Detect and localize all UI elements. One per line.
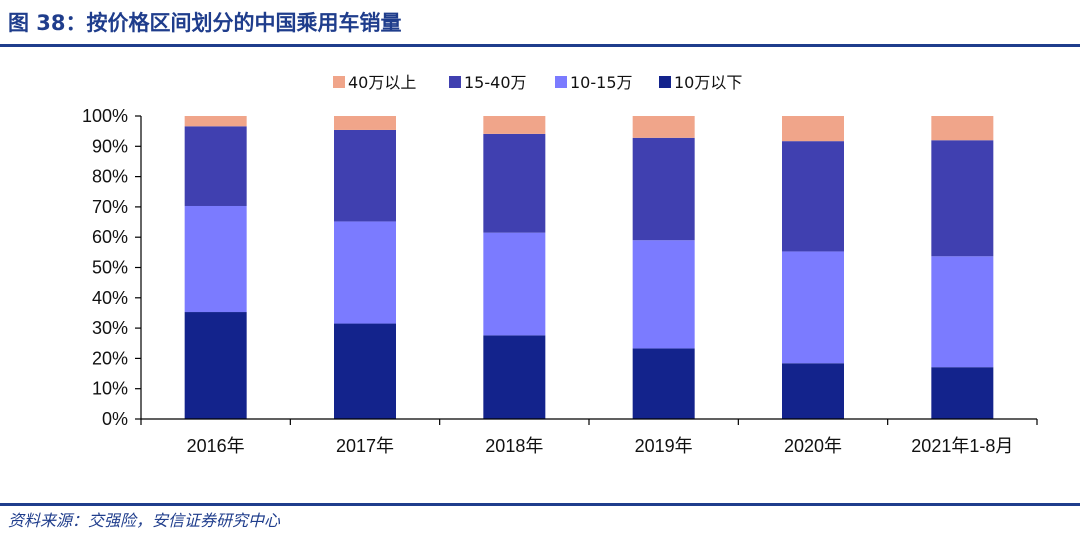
y-tick-label: 10% <box>92 379 128 399</box>
source-note: 资料来源：交强险，安信证券研究中心 <box>8 511 281 530</box>
bar-2-series-4 <box>334 116 396 130</box>
bar-5-series-4 <box>782 116 844 142</box>
title-rule <box>0 44 1080 47</box>
legend-label: 10万以下 <box>674 73 742 92</box>
y-tick-label: 100% <box>82 106 128 126</box>
bar-4-series-2 <box>632 240 695 349</box>
bar-6-series-2 <box>931 256 994 368</box>
y-tick-label: 90% <box>92 136 128 156</box>
bar-6-series-4 <box>931 116 994 141</box>
bar-3-series-2 <box>483 232 546 336</box>
x-tick-label: 2021年1-8月 <box>911 436 1013 456</box>
bar-3-series-1 <box>483 335 546 419</box>
legend-swatch <box>449 76 461 88</box>
bar-6-series-3 <box>931 140 994 257</box>
legend-label: 10-15万 <box>570 73 633 92</box>
bar-2-series-1 <box>334 323 396 419</box>
bar-5-series-2 <box>782 251 844 364</box>
bar-4-series-1 <box>632 348 695 419</box>
bar-1-series-2 <box>184 205 247 313</box>
bar-3-series-3 <box>483 133 546 233</box>
legend-swatch <box>333 76 345 88</box>
legend-label: 15-40万 <box>464 73 527 92</box>
figure-title: 图 38：按价格区间划分的中国乘用车销量 <box>8 11 402 35</box>
y-tick-label: 40% <box>92 288 128 308</box>
x-tick-label: 2017年 <box>336 436 394 456</box>
bar-6-series-1 <box>931 367 994 419</box>
bar-5-series-1 <box>782 363 844 419</box>
footer-rule <box>0 503 1080 506</box>
legend-swatch <box>659 76 671 88</box>
x-tick-label: 2016年 <box>187 436 245 456</box>
y-tick-label: 80% <box>92 167 128 187</box>
bar-2-series-2 <box>334 221 396 324</box>
legend-swatch <box>555 76 567 88</box>
y-tick-label: 20% <box>92 348 128 368</box>
bar-1-series-1 <box>184 312 247 419</box>
bar-1-series-4 <box>184 116 247 127</box>
y-tick-label: 50% <box>92 258 128 278</box>
x-tick-label: 2018年 <box>485 436 543 456</box>
x-tick-label: 2019年 <box>635 436 693 456</box>
bar-3-series-4 <box>483 116 546 134</box>
y-tick-label: 70% <box>92 197 128 217</box>
bar-4-series-3 <box>632 137 695 241</box>
y-tick-label: 60% <box>92 227 128 247</box>
bar-4-series-4 <box>632 116 695 138</box>
y-tick-label: 0% <box>102 409 128 429</box>
bar-1-series-3 <box>184 126 247 206</box>
bar-2-series-3 <box>334 129 396 222</box>
legend-label: 40万以上 <box>348 73 416 92</box>
y-tick-label: 30% <box>92 318 128 338</box>
bar-5-series-3 <box>782 141 844 252</box>
x-tick-label: 2020年 <box>784 436 842 456</box>
